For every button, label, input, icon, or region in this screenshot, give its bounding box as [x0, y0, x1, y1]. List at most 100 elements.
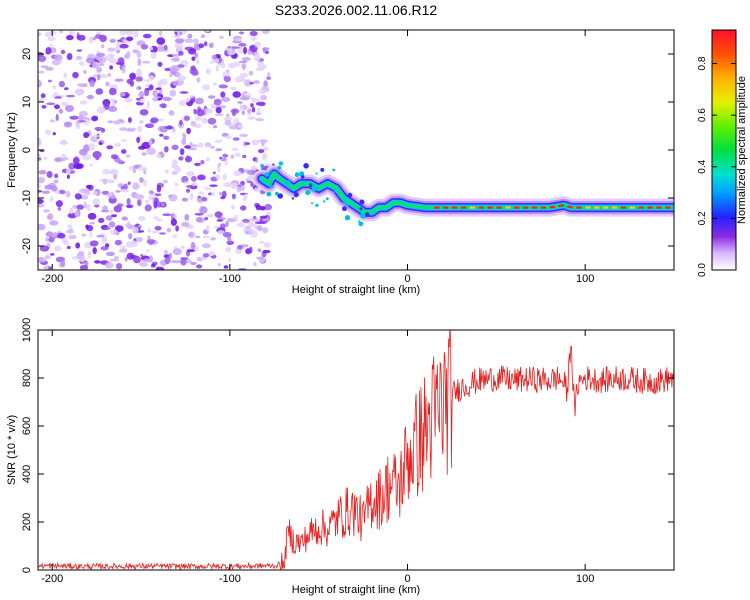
- spectrogram-noise-blob: [239, 104, 244, 112]
- spectrogram-noise-blob: [115, 263, 123, 270]
- spectrogram-noise-blob: [92, 134, 100, 138]
- spectrogram-noise-blob: [78, 120, 86, 123]
- spectrogram-noise-blob: [255, 158, 259, 163]
- spectrogram-noise-blob: [49, 119, 56, 123]
- spectrogram-noise-blob: [156, 37, 166, 45]
- spectrogram-noise-blob: [38, 223, 46, 231]
- spectrogram-ridge-speck: [269, 184, 273, 189]
- snr-series-line: [38, 330, 674, 570]
- colorbar-tick-label: 0.6: [697, 108, 708, 122]
- spectrogram-noise-blob: [38, 169, 47, 175]
- spectrogram-noise-blob: [205, 68, 211, 75]
- spectrogram-noise-blob: [237, 222, 245, 227]
- spectrogram-noise-blob: [258, 139, 268, 143]
- spectrogram-noise-blob: [194, 123, 202, 129]
- spectrogram-noise-blob: [164, 256, 171, 265]
- spectrogram-noise-blob: [178, 100, 186, 107]
- spectrogram-noise-blob: [200, 160, 205, 165]
- spectrogram-noise-blob: [124, 257, 128, 262]
- spectrogram-noise-blob: [89, 163, 93, 167]
- spectrogram-noise-blob: [267, 72, 271, 78]
- spectrogram-noise-blob: [53, 231, 58, 240]
- spectrogram-noise-blob: [154, 193, 162, 197]
- spectrogram-noise-blob: [63, 121, 72, 128]
- spectrogram-noise-blob: [76, 83, 84, 87]
- spectrogram-noise-blob: [185, 97, 190, 103]
- spectrogram-noise-blob: [194, 212, 204, 216]
- spectrogram-noise-blob: [106, 145, 114, 150]
- spectrogram-noise-blob: [49, 47, 57, 54]
- spectrogram-noise-blob: [195, 116, 202, 122]
- spectrogram-noise-blob: [195, 97, 204, 105]
- spectrogram-noise-blob: [78, 114, 84, 120]
- spectrogram-noise-blob: [42, 190, 51, 194]
- spectrogram-noise-blob: [206, 225, 210, 232]
- spectrogram-noise-blob: [172, 80, 179, 86]
- spectrogram-noise-blob: [237, 101, 243, 104]
- spectrogram-noise-blob: [238, 42, 247, 47]
- spectrogram-noise-blob: [182, 197, 188, 202]
- spectrogram-noise-blob: [156, 184, 162, 193]
- spectrogram-noise-blob: [47, 36, 56, 42]
- spectrogram-noise-blob: [125, 204, 134, 209]
- spectrogram-noise-blob: [105, 81, 110, 87]
- spectrogram-noise-blob: [44, 263, 49, 270]
- spectrogram-noise-blob: [168, 110, 175, 116]
- y-tick-label: 600: [21, 417, 33, 435]
- spectrogram-noise-blob: [54, 173, 59, 179]
- spectrogram-noise-blob: [250, 182, 254, 187]
- spectrogram-noise-blob: [254, 41, 261, 48]
- spectrogram-noise-blob: [251, 139, 260, 146]
- spectrogram-noise-blob: [125, 36, 134, 42]
- spectrogram-noise-blob: [241, 57, 251, 62]
- spectrogram-noise-blob: [174, 30, 183, 33]
- spectrogram-noise-blob: [44, 31, 52, 37]
- spectrogram-noise-blob: [224, 221, 229, 227]
- spectrogram-noise-blob: [138, 166, 148, 171]
- spectrogram-noise-blob: [253, 187, 262, 192]
- spectrogram-noise-blob: [45, 51, 51, 55]
- x-tick-label: -200: [41, 573, 63, 585]
- spectrogram-noise-blob: [76, 34, 86, 41]
- spectrogram-ridge-speck: [359, 199, 365, 205]
- snr-x-ticks: -200 -100 0 100: [41, 330, 594, 585]
- spectrogram-noise-blob: [109, 258, 117, 262]
- spectrogram-noise-blob: [262, 47, 267, 54]
- spectrogram-noise-blob: [239, 133, 249, 138]
- spectrogram-noise-blob: [254, 52, 261, 59]
- spectrogram-ridge-speck: [325, 197, 329, 201]
- spectrogram-noise-blob: [54, 54, 63, 61]
- spectrogram-noise-blob: [155, 87, 162, 91]
- spectrogram-noise-blob: [215, 148, 223, 152]
- colorbar-tick-label: 0.8: [697, 56, 708, 70]
- spectrogram-noise-blob: [189, 192, 194, 200]
- spectrogram-noise-blob: [146, 239, 156, 245]
- spectrogram-noise-blob: [186, 171, 195, 177]
- spectrogram-noise-blob: [214, 113, 224, 117]
- spectrogram-noise-blob: [201, 117, 208, 124]
- spectrogram-noise-blob: [171, 57, 180, 62]
- spectrogram-noise-blob: [124, 97, 133, 103]
- spectrogram-ridge-speck: [278, 161, 283, 166]
- spectrogram-noise-blob: [180, 258, 187, 266]
- y-tick-label: 800: [21, 369, 33, 387]
- spectrogram-noise-blob: [159, 30, 163, 37]
- spectrogram-noise-blob: [237, 245, 243, 250]
- spectrogram-noise-blob: [223, 182, 233, 188]
- spectrogram-noise-blob: [133, 30, 139, 38]
- spectrogram-noise-blob: [155, 266, 165, 270]
- spectrogram-noise-blob: [213, 225, 220, 229]
- spectrogram-noise-blob: [60, 139, 67, 145]
- spectrogram-noise-blob: [172, 127, 176, 133]
- spectrogram-noise-blob: [65, 94, 76, 98]
- x-tick-label: 0: [404, 573, 410, 585]
- spectrogram-noise-blob: [54, 104, 60, 110]
- spectrogram-noise-blob: [140, 44, 149, 50]
- y-tick-label: 200: [21, 513, 33, 531]
- spectrogram-noise-blob: [60, 101, 69, 107]
- spectrogram-noise-blob: [92, 151, 102, 159]
- spectrogram-ridge-speck: [332, 168, 336, 172]
- spectrogram-noise-blob: [139, 262, 148, 267]
- spectrogram-noise-blob: [139, 177, 144, 183]
- spectrogram-noise-blob: [60, 153, 67, 159]
